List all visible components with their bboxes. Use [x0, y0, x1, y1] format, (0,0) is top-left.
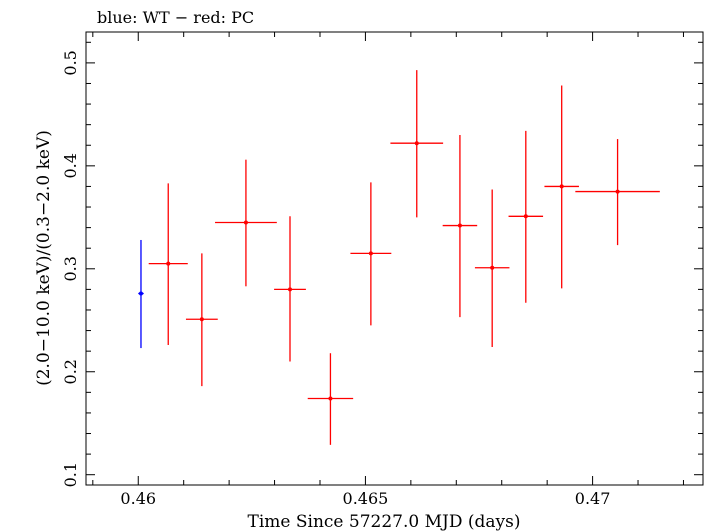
chart-title: blue: WT − red: PC	[97, 8, 254, 27]
data-point	[457, 223, 462, 228]
series-wt	[138, 239, 144, 349]
data-point	[414, 141, 419, 146]
x-tick-label: 0.46	[120, 489, 156, 508]
data-point	[138, 291, 143, 296]
x-tick-label: 0.465	[343, 489, 389, 508]
data-point	[490, 265, 495, 270]
data-point	[523, 214, 528, 219]
x-tick-label: 0.47	[575, 489, 611, 508]
ticks: 0.46 0.465 0.47 0.1 0.2 0.3 0.4 0.5	[61, 32, 703, 508]
data-marks	[138, 70, 660, 445]
data-point	[243, 220, 248, 225]
data-point	[288, 287, 293, 292]
plot-frame	[85, 31, 704, 486]
y-tick-label: 0.2	[61, 359, 80, 384]
data-point	[166, 261, 171, 266]
data-point	[368, 251, 373, 256]
y-tick-label: 0.3	[61, 256, 80, 281]
x-axis-label: Time Since 57227.0 MJD (days)	[248, 512, 521, 532]
data-point	[328, 396, 333, 401]
data-point	[615, 189, 620, 194]
y-axis-label: (2.0−10.0 keV)/(0.3−2.0 keV)	[34, 130, 54, 386]
y-tick-label: 0.1	[61, 462, 80, 487]
y-tick-label: 0.4	[61, 153, 80, 178]
data-point	[559, 184, 564, 189]
series-pc	[148, 70, 660, 445]
y-tick-label: 0.5	[61, 50, 80, 75]
data-point	[199, 317, 204, 322]
